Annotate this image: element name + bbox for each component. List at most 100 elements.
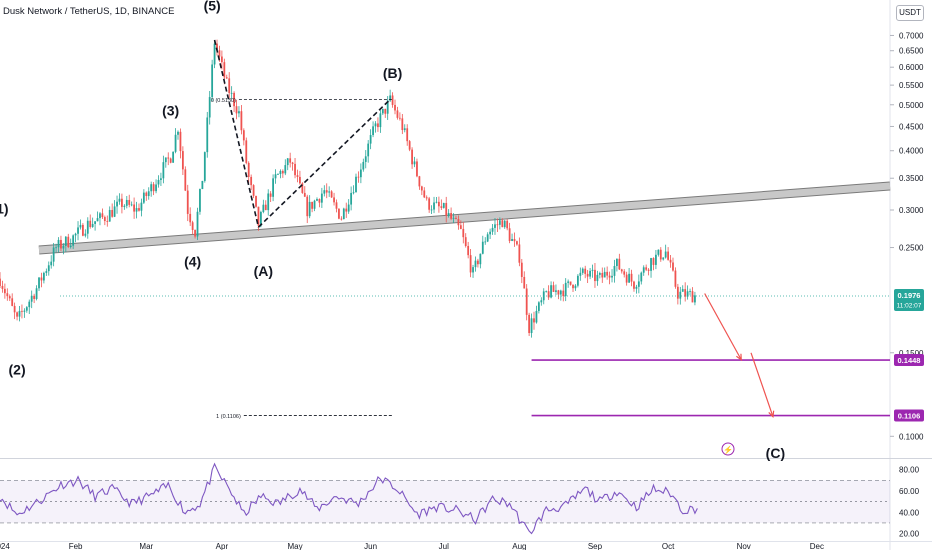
rsi-pane[interactable]: 80.00 60.00 40.00 20.00 <box>0 462 920 539</box>
candle-body <box>186 190 189 214</box>
price-tick-label: 0.7000 <box>899 31 924 40</box>
candle-body <box>503 220 506 228</box>
currency-button[interactable]: USDT <box>896 5 924 21</box>
candle-body <box>113 206 116 217</box>
candle-body <box>464 237 467 246</box>
candle-body <box>33 295 36 299</box>
wave-label: (B) <box>383 65 402 81</box>
candles[interactable] <box>0 39 696 338</box>
wave-label: (5) <box>204 0 221 14</box>
fib-level-label: 0 (0.5130) <box>211 98 236 104</box>
candle-body <box>418 176 421 187</box>
candle-body <box>213 43 216 65</box>
candle-body <box>574 285 577 289</box>
candle-body <box>6 293 9 297</box>
candle-body <box>396 110 399 118</box>
candle-body <box>145 192 148 197</box>
candle-body <box>230 92 233 94</box>
channel-line[interactable] <box>38 181 891 255</box>
candle-body <box>196 211 199 237</box>
candle-body <box>676 286 679 299</box>
price-tick-label: 0.4500 <box>899 122 924 131</box>
candle-body <box>260 211 262 226</box>
price-tick-label: 0.5000 <box>899 101 924 110</box>
candle-body <box>308 201 311 217</box>
candle-body <box>606 271 609 276</box>
candle-body <box>367 143 370 157</box>
candle-body <box>340 218 343 220</box>
candle-body <box>406 128 409 142</box>
candle-body <box>3 288 6 294</box>
candle-body <box>89 220 92 227</box>
candle-body <box>637 281 640 287</box>
candle-body <box>286 158 289 166</box>
candle-body <box>362 161 365 170</box>
candle-body <box>18 310 21 317</box>
candle-body <box>413 161 416 165</box>
candle-body <box>691 291 694 303</box>
candle-body <box>372 126 374 136</box>
candle-body <box>484 241 487 243</box>
candle-body <box>147 191 150 197</box>
candle-body <box>642 267 645 273</box>
candle-body <box>284 165 287 174</box>
candle-body <box>181 151 184 170</box>
time-tick-label: Nov <box>737 542 751 550</box>
candle-body <box>555 290 557 292</box>
candle-body <box>106 221 109 222</box>
candle-body <box>116 201 118 207</box>
price-tick-label: 0.5500 <box>899 81 924 90</box>
time-tick-label: Dec <box>810 542 824 550</box>
drawings[interactable]: 0 (0.5130) 1 (0.1106) 0.1448 0.1106 0.1976 11… <box>0 0 924 461</box>
candle-body <box>411 149 413 165</box>
candle-body <box>350 192 353 205</box>
candle-body <box>194 229 196 237</box>
candle-body <box>323 190 326 194</box>
candle-body <box>481 241 484 254</box>
price-axis[interactable]: 0.7000 0.6500 0.6000 0.5500 0.5000 0.4500 0.40… <box>890 31 924 441</box>
candle-body <box>347 204 350 212</box>
candle-body <box>581 268 584 273</box>
lightning-icon-glyph: ⚡ <box>723 445 733 455</box>
candle-body <box>576 275 579 286</box>
candle-body <box>128 199 131 205</box>
candle-body <box>164 157 167 163</box>
candle-body <box>50 261 53 266</box>
candle-body <box>672 262 674 271</box>
candle-body <box>455 217 457 220</box>
candle-body <box>211 64 214 98</box>
candle-body <box>272 178 274 197</box>
candle-body <box>518 244 521 263</box>
target-price-tag <box>894 354 924 367</box>
candle-body <box>686 291 689 297</box>
candle-body <box>479 253 482 265</box>
candle-body <box>662 257 665 260</box>
candle-body <box>313 200 316 209</box>
candle-body <box>459 225 462 229</box>
projection-arrow <box>704 293 742 361</box>
price-tick-label: 0.6000 <box>899 63 924 72</box>
candle-body <box>355 176 357 193</box>
current-price-label: 0.1976 <box>898 291 921 300</box>
time-tick-label: Oct <box>662 542 675 550</box>
candle-body <box>69 245 72 247</box>
projection-arrow <box>750 352 774 417</box>
candle-body <box>667 251 670 260</box>
candle-body <box>103 217 106 222</box>
candle-body <box>596 274 599 282</box>
candle-body <box>452 217 455 219</box>
candle-body <box>377 123 379 128</box>
candle-body <box>379 113 382 128</box>
wave-label: (4) <box>184 254 201 270</box>
candle-body <box>306 196 309 217</box>
candle-body <box>530 318 533 334</box>
candle-body <box>603 271 606 278</box>
candle-body <box>552 285 555 292</box>
time-axis[interactable]: 2024 Feb Mar Apr May Jun Jul Aug Sep Oct Nov Dec <box>0 542 824 550</box>
candle-body <box>477 260 479 265</box>
candle-body <box>91 223 94 227</box>
candle-body <box>162 162 165 179</box>
candle-body <box>84 233 87 236</box>
candle-body <box>511 238 513 241</box>
